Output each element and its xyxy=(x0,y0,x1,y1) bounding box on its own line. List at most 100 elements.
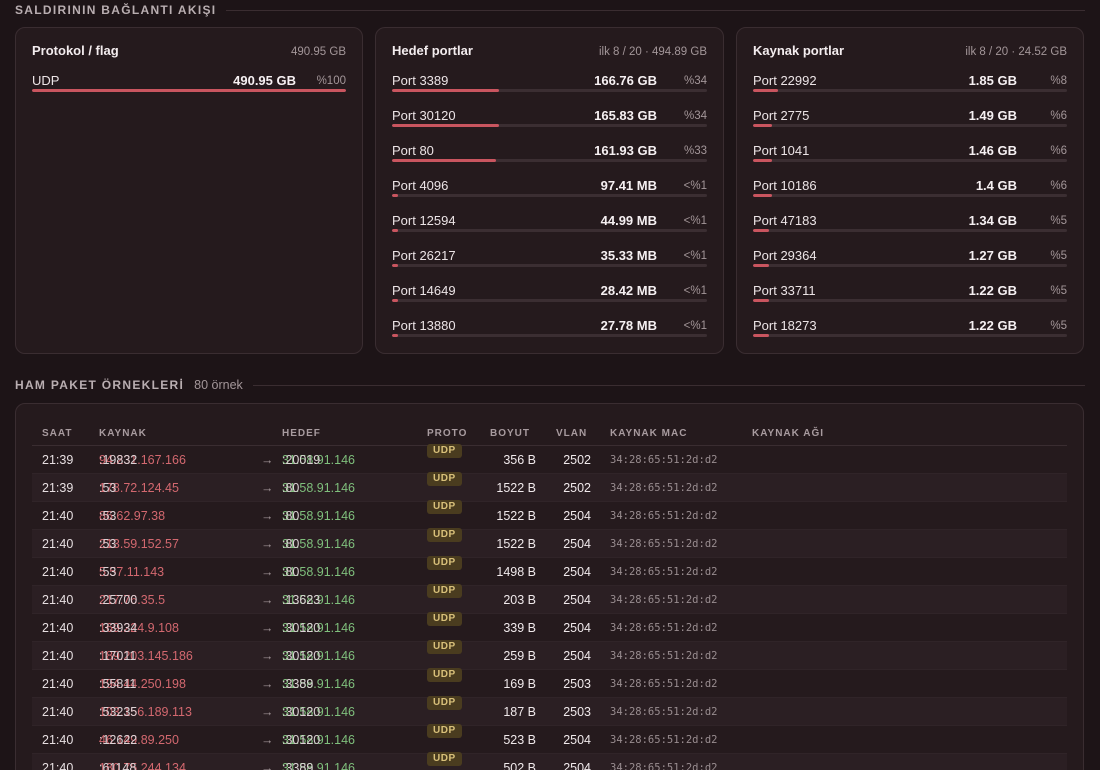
source-mac: 34:28:65:51:2d:d2 xyxy=(610,454,718,466)
destination-port: :30120 xyxy=(282,649,321,663)
table-row[interactable]: 21:39 178.72.124.45:53 → 31.58.91.146:80 UDP… xyxy=(32,472,1067,502)
source-port: :53235 xyxy=(99,705,138,719)
breakdown-row[interactable]: Port 47183 1.34 GB %5 xyxy=(753,212,1067,247)
source-mac: 34:28:65:51:2d:d2 xyxy=(610,622,718,634)
breakdown-row[interactable]: Port 12594 44.99 MB <%1 xyxy=(392,212,707,247)
share-bar-fill xyxy=(753,124,772,127)
breakdown-row[interactable]: Port 1041 1.46 GB %6 xyxy=(753,142,1067,177)
destination-ip: 31.58.91.146 xyxy=(282,481,355,495)
share-bar-fill xyxy=(392,159,496,162)
packet-size: 1498 B xyxy=(496,565,536,579)
table-row[interactable]: 21:40 46.149.89.250:12622 → 31.58.91.146:30… xyxy=(32,724,1067,754)
breakdown-row[interactable]: Port 33711 1.22 GB %5 xyxy=(753,282,1067,317)
breakdown-row[interactable]: UDP 490.95 GB %100 xyxy=(32,72,346,107)
table-row[interactable]: 21:40 5.57.11.143:53 → 31.58.91.146:80 UDP 14… xyxy=(32,556,1067,586)
packet-vlan: 2504 xyxy=(563,509,591,523)
table-row[interactable]: 21:40 217.76.35.5:25700 → 31.58.91.146:1362… xyxy=(32,584,1067,614)
table-row[interactable]: 21:39 94.231.167.166:19832 → 31.58.91.146:2… xyxy=(32,444,1067,474)
source-port: :25700 xyxy=(99,593,138,607)
breakdown-row[interactable]: Port 80 161.93 GB %33 xyxy=(392,142,707,177)
col-header-mac[interactable]: KAYNAK MAC xyxy=(610,428,688,439)
packet-size: 1522 B xyxy=(496,537,536,551)
source-port: :12622 xyxy=(99,733,138,747)
table-row[interactable]: 21:40 169.224.9.108:33934 → 31.58.91.146:30… xyxy=(32,612,1067,642)
breakdown-row[interactable]: Port 10186 1.4 GB %6 xyxy=(753,177,1067,212)
share-bar-track xyxy=(392,89,707,92)
packet-vlan: 2502 xyxy=(563,453,591,467)
breakdown-row[interactable]: Port 18273 1.22 GB %5 xyxy=(753,317,1067,352)
breakdown-row[interactable]: Port 14649 28.42 MB <%1 xyxy=(392,282,707,317)
breakdown-row-line: Port 13880 27.78 MB <%1 xyxy=(392,317,707,334)
source-mac: 34:28:65:51:2d:d2 xyxy=(610,762,718,770)
breakdown-value: 97.41 MB xyxy=(600,178,657,193)
source-ip: 46.149.89.250 xyxy=(99,733,179,747)
breakdown-value: 1.27 GB xyxy=(968,248,1017,263)
panel-header: Hedef portlar ilk 8 / 20 · 494.89 GB xyxy=(392,43,707,58)
breakdown-value: 35.33 MB xyxy=(600,248,657,263)
proto-badge: UDP xyxy=(427,724,462,738)
breakdown-row[interactable]: Port 4096 97.41 MB <%1 xyxy=(392,177,707,212)
breakdown-label: Port 2775 xyxy=(753,108,810,123)
destination-ip: 31.58.91.146 xyxy=(282,537,355,551)
share-bar-fill xyxy=(392,299,399,302)
destination-port: :30120 xyxy=(282,705,321,719)
col-header-size[interactable]: BOYUT xyxy=(490,428,530,439)
breakdown-label: Port 80 xyxy=(392,143,434,158)
share-bar-track xyxy=(392,299,707,302)
breakdown-percent: %34 xyxy=(683,109,707,122)
destination-ip: 31.58.91.146 xyxy=(282,509,355,523)
share-bar-track xyxy=(392,334,707,337)
breakdown-row[interactable]: Port 13880 27.78 MB <%1 xyxy=(392,317,707,352)
packet-vlan: 2503 xyxy=(563,677,591,691)
breakdown-percent: %8 xyxy=(1050,74,1067,87)
destination-port: :30120 xyxy=(282,733,321,747)
breakdown-row-line: Port 26217 35.33 MB <%1 xyxy=(392,247,707,264)
table-row[interactable]: 21:40 194.44.250.198:55811 → 31.58.91.146:3… xyxy=(32,668,1067,698)
destination-ip: 31.58.91.146 xyxy=(282,761,355,770)
breakdown-row[interactable]: Port 22992 1.85 GB %8 xyxy=(753,72,1067,107)
destination-port: :3389 xyxy=(282,761,314,770)
source-ip: 194.44.250.198 xyxy=(99,677,186,691)
col-header-destination[interactable]: HEDEF xyxy=(282,428,321,439)
breakdown-row[interactable]: Port 30120 165.83 GB %34 xyxy=(392,107,707,142)
packet-time: 21:39 xyxy=(42,481,74,495)
breakdown-percent: <%1 xyxy=(683,214,707,227)
table-body: 21:39 94.231.167.166:19832 → 31.58.91.146:2… xyxy=(32,444,1067,770)
packet-time: 21:39 xyxy=(42,453,74,467)
table-row[interactable]: 21:40 103.156.189.113:53235 → 31.58.91.146:… xyxy=(32,696,1067,726)
arrow-right-icon: → xyxy=(261,481,274,495)
breakdown-row-line: Port 1041 1.46 GB %6 xyxy=(753,142,1067,159)
destination-ip: 31.58.91.146 xyxy=(282,565,355,579)
breakdown-row-line: Port 4096 97.41 MB <%1 xyxy=(392,177,707,194)
breakdown-percent: %6 xyxy=(1050,144,1067,157)
col-header-source[interactable]: KAYNAK xyxy=(99,428,147,439)
breakdown-row-line: Port 33711 1.22 GB %5 xyxy=(753,282,1067,299)
col-header-asn[interactable]: KAYNAK AĞI xyxy=(752,428,825,439)
breakdown-row[interactable]: Port 29364 1.27 GB %5 xyxy=(753,247,1067,282)
share-bar-track xyxy=(392,124,707,127)
breakdown-row[interactable]: Port 26217 35.33 MB <%1 xyxy=(392,247,707,282)
share-bar-track xyxy=(753,89,1067,92)
table-row[interactable]: 21:40 189.203.145.186:17011 → 31.58.91.146:… xyxy=(32,640,1067,670)
share-bar-fill xyxy=(753,194,772,197)
col-header-time[interactable]: SAAT xyxy=(42,428,73,439)
table-row[interactable]: 21:40 213.59.152.57:53 → 31.58.91.146:80 UDP… xyxy=(32,528,1067,558)
col-header-proto[interactable]: PROTO xyxy=(427,428,468,439)
share-bar-fill xyxy=(392,334,399,337)
breakdown-percent: <%1 xyxy=(683,179,707,192)
packet-time: 21:40 xyxy=(42,705,74,719)
share-bar-fill xyxy=(753,334,769,337)
share-bar-track xyxy=(753,264,1067,267)
packet-size: 1522 B xyxy=(496,509,536,523)
breakdown-row-line: Port 18273 1.22 GB %5 xyxy=(753,317,1067,334)
share-bar-fill xyxy=(32,89,346,92)
packet-vlan: 2504 xyxy=(563,565,591,579)
breakdown-row[interactable]: Port 3389 166.76 GB %34 xyxy=(392,72,707,107)
table-row[interactable]: 21:40 86.62.97.38:53 → 31.58.91.146:80 UDP 15… xyxy=(32,500,1067,530)
breakdown-row-line: Port 10186 1.4 GB %6 xyxy=(753,177,1067,194)
col-header-vlan[interactable]: VLAN xyxy=(556,428,588,439)
table-row[interactable]: 21:40 180.75.244.134:61148 → 31.58.91.146:3… xyxy=(32,752,1067,770)
breakdown-row[interactable]: Port 2775 1.49 GB %6 xyxy=(753,107,1067,142)
share-bar-track xyxy=(753,334,1067,337)
breakdown-label: Port 1041 xyxy=(753,143,810,158)
